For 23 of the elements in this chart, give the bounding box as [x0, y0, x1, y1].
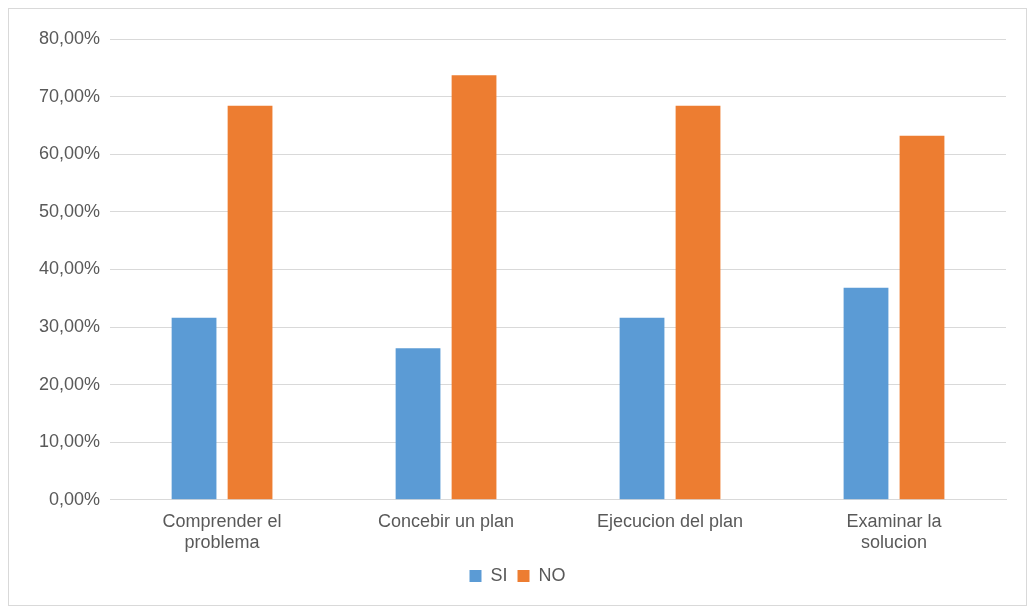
bar	[171, 317, 217, 500]
bar	[451, 75, 497, 500]
x-tick-label: Comprender el problema	[162, 510, 282, 553]
bar	[395, 348, 441, 500]
bar	[843, 287, 889, 500]
x-tick-label: Ejecucion del plan	[596, 510, 744, 531]
y-tick-label: 80,00%	[38, 27, 101, 48]
legend-label: SI	[490, 564, 508, 585]
y-tick-label: 10,00%	[38, 431, 101, 452]
y-tick-label: 60,00%	[38, 143, 101, 164]
bar	[227, 105, 273, 500]
y-tick-label: 70,00%	[38, 85, 101, 106]
y-tick-label: 50,00%	[38, 200, 101, 221]
legend-label: NO	[538, 564, 566, 585]
y-tick-label: 0,00%	[49, 488, 101, 509]
bar	[899, 135, 945, 500]
y-tick-label: 20,00%	[38, 373, 101, 394]
x-tick-label: Examinar la solucion	[846, 510, 943, 553]
y-tick-label: 30,00%	[38, 315, 101, 336]
bar	[675, 105, 721, 500]
x-tick-label: Concebir un plan	[377, 510, 515, 531]
y-tick-label: 40,00%	[38, 258, 101, 279]
bar	[619, 317, 665, 500]
